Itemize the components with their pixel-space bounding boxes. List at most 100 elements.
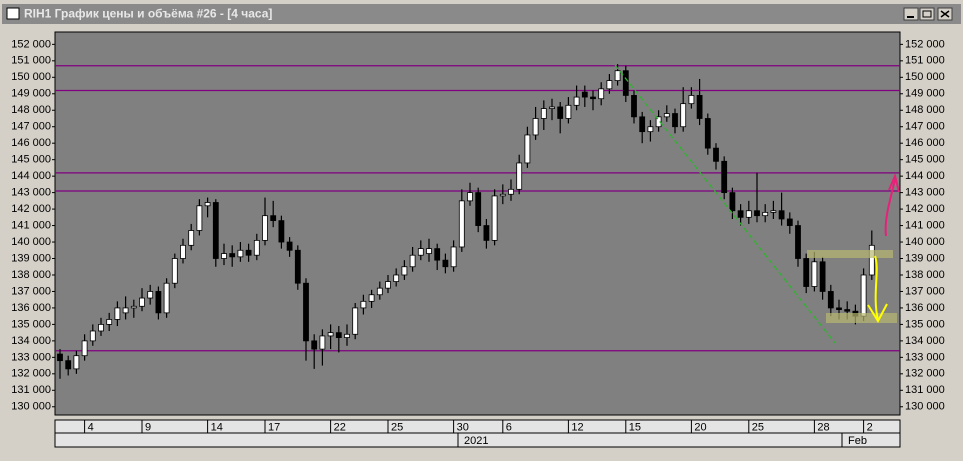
candle-body bbox=[114, 307, 121, 320]
candle-body bbox=[385, 281, 391, 289]
y-tick-label: 143 000 bbox=[11, 187, 51, 199]
chart-title: RIH1 График цены и объёма #26 - [4 часа] bbox=[24, 7, 272, 21]
candle-body bbox=[57, 353, 63, 362]
y-tick-label: 148 000 bbox=[11, 104, 51, 116]
candle-body bbox=[737, 210, 744, 218]
period-row bbox=[54, 432, 901, 448]
window-buttons bbox=[903, 7, 953, 21]
close-icon bbox=[940, 10, 950, 18]
candle-body bbox=[98, 323, 104, 332]
candle-body bbox=[540, 108, 547, 119]
y-tick-label: 140 000 bbox=[11, 236, 51, 248]
candle-body bbox=[483, 225, 490, 241]
restore-button[interactable] bbox=[919, 7, 935, 21]
candle-body bbox=[655, 116, 662, 128]
candle-body bbox=[811, 261, 818, 287]
minimize-button[interactable] bbox=[903, 7, 919, 21]
y-tick-label: 146 000 bbox=[11, 137, 51, 149]
x-tick-label: 25 bbox=[391, 421, 403, 433]
y-tick-label: 144 000 bbox=[905, 170, 945, 182]
annotations bbox=[614, 64, 900, 344]
candle-body bbox=[729, 192, 736, 212]
candle-body bbox=[565, 104, 572, 119]
y-tick-label: 133 000 bbox=[905, 351, 945, 363]
y-tick-label: 136 000 bbox=[905, 302, 945, 314]
x-tick-label: 28 bbox=[817, 421, 829, 433]
highlight-zone bbox=[826, 313, 897, 323]
candle-body bbox=[704, 118, 711, 149]
candle-body bbox=[65, 360, 72, 370]
candle-body bbox=[344, 333, 350, 338]
y-tick-label: 141 000 bbox=[905, 219, 945, 231]
y-tick-label: 146 000 bbox=[905, 137, 945, 149]
candle-body bbox=[368, 294, 375, 302]
down-arrowhead bbox=[867, 303, 888, 324]
candle-body bbox=[311, 340, 318, 350]
y-tick-label: 142 000 bbox=[905, 203, 945, 215]
x-tick-label: 4 bbox=[88, 421, 94, 433]
candle-body bbox=[122, 307, 129, 314]
candle-body bbox=[147, 291, 154, 299]
candle-body bbox=[352, 307, 359, 335]
candle-body bbox=[426, 248, 432, 254]
y-tick-label: 145 000 bbox=[905, 154, 945, 166]
down-arrow bbox=[874, 255, 879, 321]
x-tick-label: 25 bbox=[752, 421, 764, 433]
y-tick-label: 151 000 bbox=[11, 55, 51, 67]
candle-body bbox=[434, 248, 441, 261]
candle-body bbox=[622, 70, 629, 96]
y-tick-label: 141 000 bbox=[11, 219, 51, 231]
candle-body bbox=[139, 297, 145, 307]
y-tick-label: 145 000 bbox=[11, 154, 51, 166]
candle-body bbox=[614, 70, 621, 81]
candle-body bbox=[836, 307, 842, 310]
candle-body bbox=[631, 95, 637, 118]
x-tick-label: 2 bbox=[867, 421, 873, 433]
candle-body bbox=[393, 274, 400, 282]
x-tick-label: 6 bbox=[506, 421, 512, 433]
candle-body bbox=[786, 218, 793, 226]
y-tick-label: 134 000 bbox=[11, 335, 51, 347]
candle-body bbox=[663, 113, 670, 118]
y-tick-label: 140 000 bbox=[905, 236, 945, 248]
title-bar bbox=[2, 4, 961, 24]
period-label: Feb bbox=[848, 435, 867, 447]
candle-body bbox=[171, 258, 178, 284]
y-tick-label: 133 000 bbox=[11, 351, 51, 363]
candle-body bbox=[516, 162, 523, 190]
candle-body bbox=[860, 274, 867, 317]
candle-body bbox=[360, 300, 367, 309]
candle-body bbox=[581, 91, 588, 98]
candle-body bbox=[499, 193, 506, 197]
candle-body bbox=[130, 305, 137, 309]
x-tick-label: 22 bbox=[334, 421, 346, 433]
candle-body bbox=[549, 106, 555, 110]
x-tick-label: 15 bbox=[629, 421, 641, 433]
y-tick-label: 131 000 bbox=[11, 384, 51, 396]
y-tick-label: 132 000 bbox=[905, 368, 945, 380]
y-tick-label: 152 000 bbox=[11, 38, 51, 50]
candle-body bbox=[335, 332, 342, 338]
candle-body bbox=[303, 282, 309, 342]
y-tick-label: 135 000 bbox=[905, 318, 945, 330]
candle-body bbox=[237, 249, 244, 258]
candle-body bbox=[696, 95, 703, 119]
candle-body bbox=[557, 106, 564, 119]
candle-body bbox=[827, 291, 834, 309]
candle-body bbox=[713, 147, 719, 162]
candle-body bbox=[229, 253, 236, 258]
y-tick-label: 149 000 bbox=[11, 88, 51, 100]
candle-body bbox=[467, 192, 473, 202]
up-arrowhead bbox=[888, 172, 900, 193]
candle-body bbox=[204, 202, 211, 207]
y-tick-label: 139 000 bbox=[905, 252, 945, 264]
y-tick-label: 135 000 bbox=[11, 318, 51, 330]
candle-body bbox=[278, 220, 285, 243]
candle-body bbox=[844, 309, 851, 312]
candle-body bbox=[590, 96, 596, 100]
candle-body bbox=[163, 282, 170, 314]
candle-body bbox=[180, 244, 186, 259]
y-tick-label: 130 000 bbox=[11, 401, 51, 413]
x-tick-label: 12 bbox=[571, 421, 583, 433]
